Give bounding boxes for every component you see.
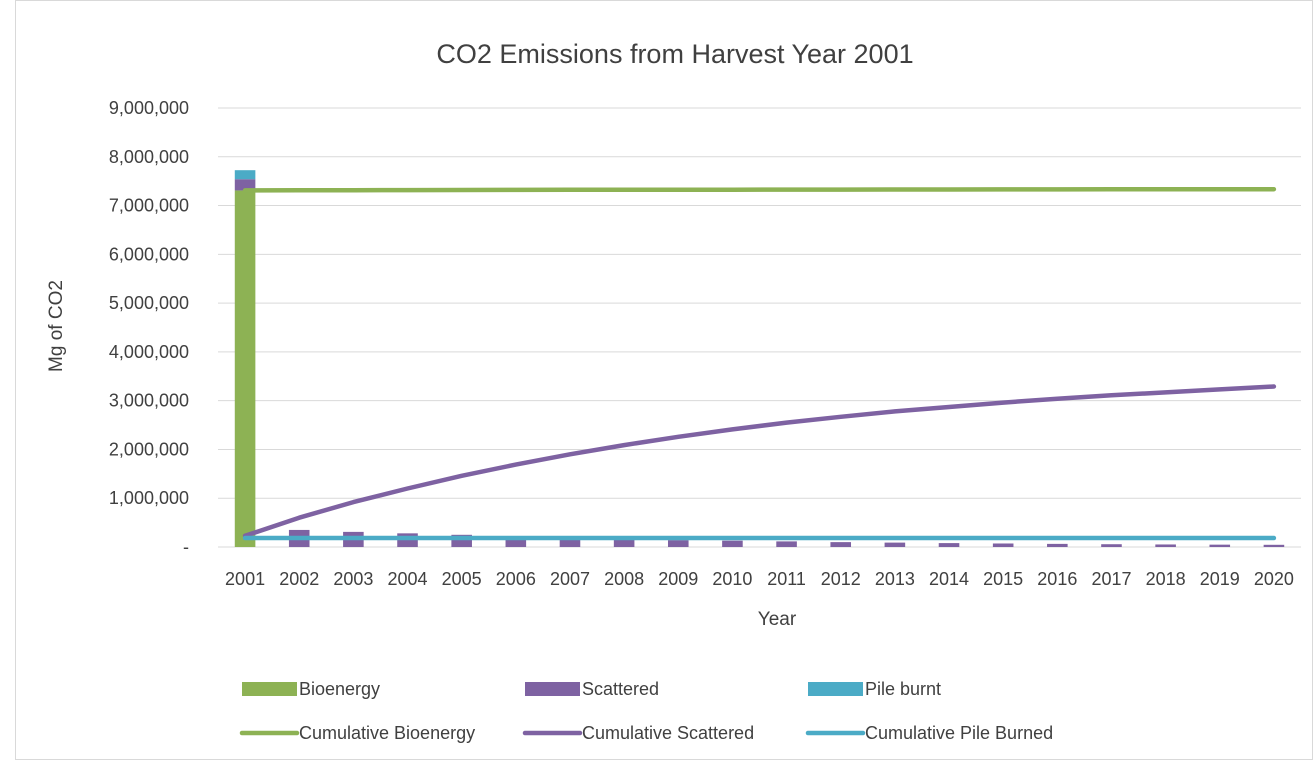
x-tick-label: 2014 <box>929 569 969 589</box>
bar-scattered <box>722 540 743 547</box>
bar-scattered <box>938 543 960 547</box>
legend-swatch <box>525 682 580 696</box>
lines <box>242 186 1277 541</box>
x-tick-label: 2011 <box>767 569 806 589</box>
x-tick-label: 2015 <box>983 569 1023 589</box>
y-tick-label: 7,000,000 <box>109 196 189 216</box>
y-tick-label: 4,000,000 <box>109 342 189 362</box>
y-tick-label: 9,000,000 <box>109 98 189 118</box>
bar-scattered <box>1209 544 1231 547</box>
x-tick-label: 2007 <box>550 569 590 589</box>
legend-label: Cumulative Pile Burned <box>865 723 1053 743</box>
bar-scattered <box>667 540 689 547</box>
bar-scattered <box>776 541 797 547</box>
y-tick-labels: - 1,000,000 2,000,000 3,000,000 4,000,000 5,0… <box>109 98 189 557</box>
x-tick-label: 2018 <box>1146 569 1186 589</box>
x-tick-label: 2012 <box>821 569 861 589</box>
bar-scattered <box>613 539 635 547</box>
x-tick-label: 2016 <box>1037 569 1077 589</box>
legend-label: Cumulative Bioenergy <box>299 723 475 743</box>
x-tick-labels: 2001 2002 2003 2004 2005 2006 2007 2008 2009 2010… <box>225 569 1294 589</box>
x-tick-label: 2009 <box>658 569 698 589</box>
x-tick-label: 2006 <box>496 569 536 589</box>
bar-bioenergy <box>234 190 256 547</box>
x-tick-label: 2019 <box>1200 569 1240 589</box>
legend-label: Scattered <box>582 679 659 699</box>
bar-scattered <box>884 542 906 547</box>
gridlines <box>218 107 1301 548</box>
x-tick-label: 2013 <box>875 569 915 589</box>
y-tick-label: 6,000,000 <box>109 244 189 264</box>
bar-scattered <box>1155 544 1176 547</box>
x-tick-label: 2020 <box>1254 569 1294 589</box>
bar-scattered <box>234 179 256 191</box>
chart-title: CO2 Emissions from Harvest Year 2001 <box>436 39 913 69</box>
x-tick-label: 2005 <box>442 569 482 589</box>
bar-scattered <box>559 538 581 547</box>
y-tick-label: 5,000,000 <box>109 293 189 313</box>
y-tick-label: 3,000,000 <box>109 391 189 411</box>
x-axis-title: Year <box>758 609 797 630</box>
chart-svg: - 1,000,000 2,000,000 3,000,000 4,000,000 5,0… <box>46 39 1301 743</box>
bar-scattered <box>830 542 852 547</box>
bar-scattered <box>1047 543 1068 547</box>
legend-label: Cumulative Scattered <box>582 723 754 743</box>
x-tick-label: 2002 <box>279 569 319 589</box>
bar-scattered <box>1263 544 1285 547</box>
x-tick-label: 2008 <box>604 569 644 589</box>
y-tick-label: - <box>183 537 189 557</box>
line-cumulative-scattered <box>242 384 1277 539</box>
legend: Bioenergy Scattered Pile burnt Cumulative B… <box>239 679 1053 743</box>
legend-swatch <box>242 682 297 696</box>
bar-scattered <box>1101 544 1122 547</box>
bar-pile-burnt <box>234 170 256 180</box>
x-tick-label: 2001 <box>225 569 265 589</box>
x-tick-label: 2004 <box>388 569 428 589</box>
x-tick-label: 2003 <box>333 569 373 589</box>
x-tick-label: 2017 <box>1091 569 1131 589</box>
legend-label: Pile burnt <box>865 679 941 699</box>
legend-swatch <box>808 682 863 696</box>
y-tick-label: 2,000,000 <box>109 439 189 459</box>
x-tick-label: 2010 <box>712 569 752 589</box>
bar-scattered <box>992 543 1014 547</box>
y-tick-label: 1,000,000 <box>109 488 189 508</box>
legend-label: Bioenergy <box>299 679 380 699</box>
bar-scattered <box>505 537 527 547</box>
line-cumulative-bioenergy <box>242 186 1277 193</box>
y-axis-title: Mg of CO2 <box>46 280 67 372</box>
y-tick-label: 8,000,000 <box>109 147 189 167</box>
chart-frame: - 1,000,000 2,000,000 3,000,000 4,000,000 5,0… <box>15 0 1313 760</box>
